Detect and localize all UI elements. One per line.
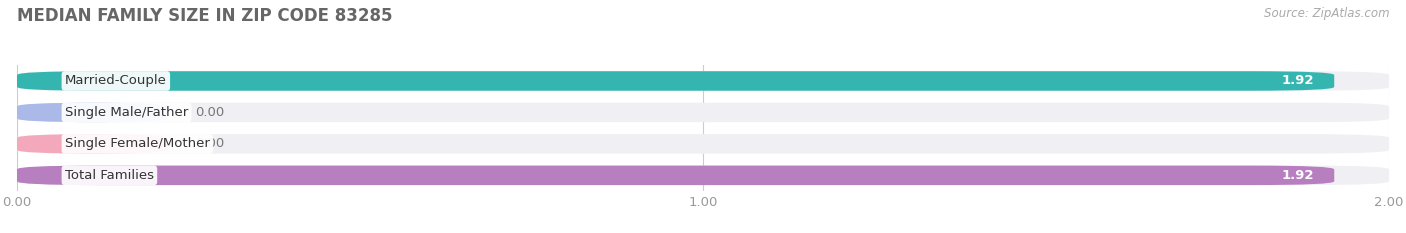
Text: 0.00: 0.00 — [195, 137, 225, 150]
FancyBboxPatch shape — [17, 166, 1389, 185]
Text: Single Female/Mother: Single Female/Mother — [65, 137, 209, 150]
FancyBboxPatch shape — [17, 134, 1389, 154]
FancyBboxPatch shape — [17, 71, 1334, 91]
FancyBboxPatch shape — [17, 103, 167, 122]
FancyBboxPatch shape — [17, 71, 1389, 91]
Text: 1.92: 1.92 — [1281, 169, 1313, 182]
Text: 0.00: 0.00 — [195, 106, 225, 119]
Text: MEDIAN FAMILY SIZE IN ZIP CODE 83285: MEDIAN FAMILY SIZE IN ZIP CODE 83285 — [17, 7, 392, 25]
Text: Single Male/Father: Single Male/Father — [65, 106, 188, 119]
Text: Total Families: Total Families — [65, 169, 153, 182]
Text: 1.92: 1.92 — [1281, 75, 1313, 87]
Text: Married-Couple: Married-Couple — [65, 75, 167, 87]
FancyBboxPatch shape — [17, 134, 167, 154]
Text: Source: ZipAtlas.com: Source: ZipAtlas.com — [1264, 7, 1389, 20]
FancyBboxPatch shape — [17, 166, 1334, 185]
FancyBboxPatch shape — [17, 103, 1389, 122]
